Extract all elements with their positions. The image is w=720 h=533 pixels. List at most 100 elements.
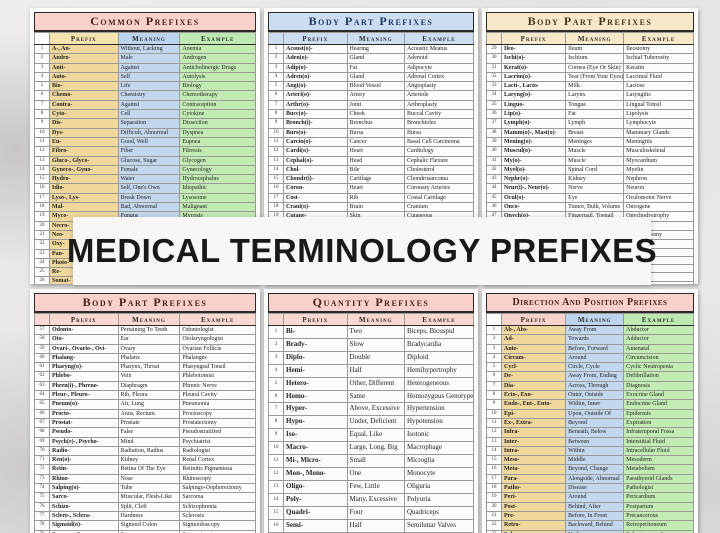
table-row: 41 My(o)- Muscle Myocardium (486, 155, 694, 166)
example-cell: Chondrosarcoma (403, 174, 475, 185)
row-number-cell: 4 (268, 363, 284, 378)
meaning-cell: Before, In Front (565, 510, 625, 522)
prefix-cell: Mi-, Micro- (283, 454, 348, 468)
prefix-cell: Muscul(o)- (500, 146, 567, 157)
table-row: 12 Cardi(o)- Heart Cardiology (268, 146, 475, 157)
example-cell: Pharyngeal Tonsil (179, 362, 256, 373)
meaning-cell: Kidney (565, 174, 625, 185)
body-part-prefixes-table-3: Prefix Meaning Example 57 Odonto- Pertaini… (34, 313, 256, 533)
example-cell: Defibrillation (623, 371, 694, 382)
row-number-cell: 16 (486, 464, 502, 475)
prefix-cell: Pneum(o)- (49, 399, 119, 410)
meaning-cell: Larynx (565, 90, 625, 101)
meaning-cell: Double (346, 350, 405, 365)
row-number-cell: 61 (34, 362, 50, 373)
table-row: 35 Linguo- Tongue Lingual Tonsil (486, 99, 694, 111)
example-cell: Myocardium (623, 155, 694, 166)
example-column-header: Example (403, 313, 475, 326)
row-number-cell: 26 (34, 276, 50, 284)
row-number-cell: 4 (486, 352, 502, 364)
row-number-cell: 1 (34, 43, 50, 55)
meaning-cell: Muscle (565, 155, 625, 166)
table-row: 30 Ischi(o)- Ischium Ischial Tuberosity (486, 53, 694, 64)
row-number-cell: 67 (34, 417, 50, 429)
prefix-cell: Patho- (500, 483, 567, 494)
meaning-cell: Without, Lacking (117, 43, 181, 55)
row-number-cell: 5 (268, 376, 284, 391)
row-number-cell: 6 (268, 90, 284, 101)
meaning-column-header: Meaning (565, 32, 625, 45)
prefix-cell: A-, An- (49, 43, 119, 55)
row-number-cell: 25 (34, 267, 50, 278)
table-row: 20 Post- Behind, After Postpartum (486, 501, 694, 512)
meaning-cell: Kidney (117, 455, 181, 466)
header-row: Prefix Meaning Example (486, 32, 694, 45)
prefix-cell: Andro- (49, 53, 119, 64)
meaning-cell: Cell (117, 109, 181, 120)
prefix-cell: Endo-, Ent-, Ento- (500, 399, 567, 410)
example-cell: Bursa (403, 127, 475, 138)
example-cell: Ileostomy (623, 43, 694, 55)
example-cell: Subcutaneous Layer (623, 529, 694, 533)
table-row: 69 Psych(e)-, Psycho- Mind Psychiatrist (34, 436, 256, 447)
table-row: 8 Cyto- Cell Cytokine (34, 109, 256, 120)
example-cell: Oculomotor Nerve (623, 192, 694, 204)
meaning-column-header: Meaning (117, 32, 181, 45)
row-number-cell: 7 (268, 99, 284, 111)
row-number-cell: 75 (34, 492, 50, 503)
example-cell: Adrenal Cortex (403, 71, 475, 83)
row-number-cell: 5 (486, 362, 502, 373)
meaning-cell: Lymph (565, 118, 625, 129)
table-row: 65 Pneum(o)- Air, Lung Pneumonia (34, 399, 256, 410)
table-row: 42 Myel(o)- Spinal Cord Myelin (486, 164, 694, 176)
meaning-column-header: Meaning (565, 313, 625, 326)
example-cell: Lipolysis (623, 109, 694, 120)
meaning-cell: Half (346, 363, 405, 378)
meaning-cell: Small (346, 454, 405, 468)
table-row: 9 Endo-, Ent-, Ento- Within, Inner Endocrin… (486, 399, 694, 410)
table-row: 45 Ocul(o)- Eye Oculomotor Nerve (486, 192, 694, 204)
prefix-cell: Arthr(o)- (283, 99, 348, 111)
prefix-cell: Cost- (283, 192, 348, 204)
example-cell: Isotonic (403, 428, 475, 443)
example-cell: Lacrimal Fluid (623, 71, 694, 83)
row-number-cell: 1 (268, 325, 284, 339)
table-row: 10 Dys- Difficult, Abnormal Dyspnea (34, 127, 256, 138)
prefix-cell: Lacti-, Lacto- (500, 81, 567, 92)
table-row: 15 Meso- Middle Mesoderm (486, 455, 694, 466)
table-row: 1 A-, An- Without, Lacking Anemia (34, 43, 256, 55)
table-row: 36 Lip(o)- Fat Lipolysis (486, 109, 694, 120)
example-cell: Oncogene (623, 202, 694, 213)
row-number-cell: 23 (34, 248, 50, 259)
prefix-cell: Iso- (283, 428, 348, 443)
example-cell: Interstitial Fluid (623, 436, 694, 447)
meaning-cell: Beneath, Below (565, 427, 625, 438)
example-cell: Phrenic Nerve (179, 380, 256, 392)
row-number-cell: 13 (268, 155, 284, 166)
example-cell: Arthroplasty (403, 99, 475, 111)
prefix-cell: Dis- (49, 118, 119, 129)
prefix-cell: Hemi- (283, 363, 348, 378)
quantity-prefixes-table: Prefix Meaning Example 1 Bi- Two Biceps, Bi… (268, 313, 475, 533)
example-cell: Abductor (623, 324, 694, 336)
table-row: 43 Nephr(o)- Kidney Nephron (486, 174, 694, 185)
example-cell: Idiopathic (179, 183, 256, 194)
example-cell: Cephalic Flexure (403, 155, 475, 166)
table-row: 76 Schizo- Split, Cleft Schizophrenia (34, 501, 256, 512)
example-column-header: Example (179, 32, 256, 45)
example-cell: Buccal Cavity (403, 109, 475, 120)
table-row: 21 Pre- Before, In Front Precancerous (486, 510, 694, 522)
example-cell: Laryngitis (623, 90, 694, 101)
prefix-cell: Sigmoid(o)- (49, 520, 119, 531)
example-cell: Parathyroid Glands (623, 473, 694, 485)
prefix-cell: Ecto-, Exo- (500, 390, 567, 401)
row-number-cell: 16 (268, 518, 284, 533)
number-column-header (486, 313, 502, 326)
row-number-cell: 8 (34, 109, 50, 120)
row-number-cell: 1 (486, 324, 502, 336)
meaning-cell: Pharynx, Throat (117, 362, 181, 373)
header-row: Prefix Meaning Example (34, 313, 256, 326)
example-cell: Diploid (403, 350, 475, 365)
example-cell: Semilunar Valves (403, 518, 475, 533)
meaning-cell: Ear (117, 334, 181, 345)
